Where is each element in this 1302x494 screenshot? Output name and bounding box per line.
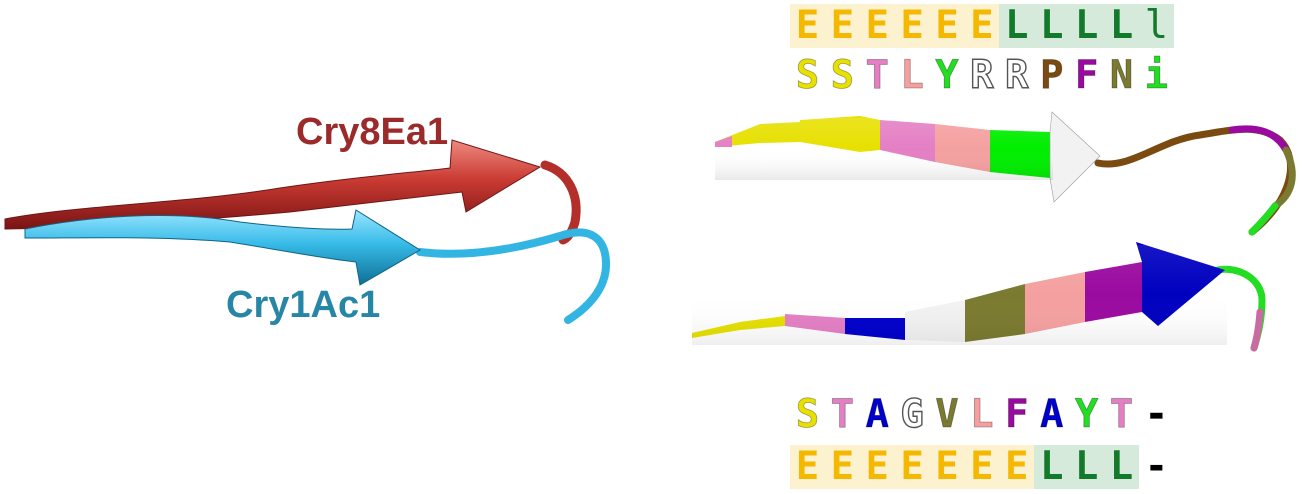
top-colored-ribbon	[715, 111, 1296, 236]
ss-cell: L	[999, 4, 1035, 48]
ss-cell: L	[1034, 4, 1070, 48]
residue-cell: V	[935, 392, 959, 437]
residue-cell: F	[1074, 53, 1099, 98]
ss-cell: E	[929, 4, 965, 48]
residue-cell: Y	[935, 53, 959, 98]
residue-cell: i	[1144, 53, 1169, 98]
ss-cell: L	[1104, 445, 1139, 489]
residue-cell: T	[865, 53, 889, 98]
residue-cell: G	[900, 392, 925, 437]
residue-cell: R	[969, 53, 994, 98]
ss-cell: E	[929, 445, 965, 489]
residue-cell: Y	[1074, 392, 1099, 437]
ss-cell: E	[824, 4, 860, 48]
ss-cell: E	[859, 445, 895, 489]
residue-cell: S	[795, 53, 820, 98]
ss-cell: L	[1069, 445, 1105, 489]
bottom-colored-ribbon	[692, 242, 1266, 352]
ss-cell: E	[790, 4, 825, 48]
residue-cell: F	[1005, 392, 1029, 437]
ss-cell: E	[894, 445, 930, 489]
ss-cell: E	[964, 445, 1000, 489]
ss-cell: L	[1034, 445, 1070, 489]
ss-cell: L	[1104, 4, 1139, 48]
residue-cell: S	[795, 392, 820, 437]
cry1-label: Cry1Ac1	[226, 284, 381, 326]
residue-cell: L	[970, 392, 994, 437]
ss-cell: E	[859, 4, 895, 48]
cry8-label: Cry8Ea1	[296, 111, 449, 153]
residue-cell: P	[1039, 53, 1064, 98]
residue-cell: N	[1109, 53, 1134, 98]
residue-cell: L	[900, 53, 924, 98]
ss-cell: E	[964, 4, 1000, 48]
ss-cell: E	[894, 4, 930, 48]
residue-cell: A	[1039, 392, 1064, 437]
ss-cell: -	[1144, 444, 1169, 489]
residue-cell: -	[1144, 392, 1169, 437]
ss-cell: l	[1138, 4, 1174, 48]
ss-cell: E	[790, 445, 825, 489]
residue-cell: T	[1109, 392, 1134, 437]
ss-cell: E	[999, 445, 1035, 489]
residue-cell: S	[830, 53, 855, 98]
ss-cell: E	[824, 445, 860, 489]
residue-cell: A	[865, 392, 889, 437]
cry1-ribbon	[24, 209, 611, 324]
ss-cell: L	[1069, 4, 1105, 48]
residue-cell: T	[830, 392, 855, 437]
residue-cell: R	[1004, 53, 1029, 98]
